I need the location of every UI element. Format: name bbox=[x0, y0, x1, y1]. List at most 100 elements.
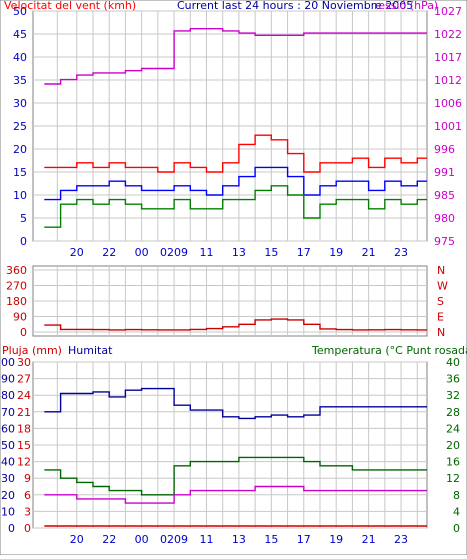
p3-temp-tick-7: 28 bbox=[446, 406, 460, 419]
p3-rain-tick-1: 3 bbox=[24, 505, 31, 518]
p3-rain-tick-3: 9 bbox=[24, 472, 31, 485]
p1-x-tick-9: 21 bbox=[362, 246, 376, 259]
p1-x-tick-0: 20 bbox=[70, 246, 84, 259]
p3-humidity-tick-3: 30 bbox=[1, 472, 15, 485]
p1-x-tick-8: 19 bbox=[329, 246, 343, 259]
p3-ylabel-rain: Pluja (mm) bbox=[2, 344, 62, 357]
p1-x-tick-2: 00 bbox=[135, 246, 149, 259]
p3-x-tick-2: 00 bbox=[135, 533, 149, 546]
p2-y-right-tick-4: N bbox=[437, 326, 445, 339]
p1-ylabel-left: Velocitat del vent (kmh) bbox=[4, 0, 136, 12]
p2-y-tick-4: 360 bbox=[6, 264, 27, 277]
p3-x-tick-9: 21 bbox=[362, 533, 376, 546]
p3-humidity-tick-4: 40 bbox=[1, 456, 15, 469]
p3-rain-tick-2: 6 bbox=[24, 489, 31, 502]
p1-y-right-tick-7: 1012 bbox=[434, 74, 462, 87]
p3-temp-tick-1: 4 bbox=[453, 505, 460, 518]
p3-x-tick-4: 11 bbox=[199, 533, 213, 546]
p1-y-tick-9: 45 bbox=[13, 28, 27, 41]
p3-humidity-tick-10: 100 bbox=[0, 356, 15, 369]
p1-y-right-tick-8: 1017 bbox=[434, 51, 462, 64]
p3-ylabel-right: Temperatura (°C Punt rosada bbox=[311, 344, 467, 357]
p2-y-right-tick-1: W bbox=[437, 280, 448, 293]
p1-y-right-tick-4: 996 bbox=[434, 143, 455, 156]
p2-y-right-tick-3: E bbox=[437, 311, 444, 324]
p1-y-tick-0: 0 bbox=[20, 235, 27, 248]
p3-temp-tick-3: 12 bbox=[446, 472, 460, 485]
p3-humidity-tick-6: 60 bbox=[1, 422, 15, 435]
p1-y-tick-6: 30 bbox=[13, 97, 27, 110]
p3-humidity-tick-9: 90 bbox=[1, 373, 15, 386]
p3-temp-tick-2: 8 bbox=[453, 489, 460, 502]
p3-rain-tick-10: 30 bbox=[17, 356, 31, 369]
p1-y-right-tick-3: 991 bbox=[434, 166, 455, 179]
p1-y-tick-3: 15 bbox=[13, 166, 27, 179]
p1-y-tick-7: 35 bbox=[13, 74, 27, 87]
p1-y-right-tick-10: 1027 bbox=[434, 5, 462, 18]
p1-y-tick-5: 25 bbox=[13, 120, 27, 133]
p1-x-tick-4: 11 bbox=[199, 246, 213, 259]
wind-direction-line bbox=[44, 318, 427, 331]
p3-rain-tick-8: 24 bbox=[17, 389, 31, 402]
p2-y-right-tick-2: S bbox=[437, 295, 444, 308]
p3-temp-tick-9: 36 bbox=[446, 373, 460, 386]
p3-x-tick-10: 23 bbox=[394, 533, 408, 546]
p3-x-tick-1: 22 bbox=[102, 533, 116, 546]
pressure-line bbox=[44, 28, 427, 85]
p3-rain-tick-7: 21 bbox=[17, 406, 31, 419]
p3-temp-tick-8: 32 bbox=[446, 389, 460, 402]
p3-x-tick-5: 13 bbox=[232, 533, 246, 546]
p3-rain-tick-5: 15 bbox=[17, 439, 31, 452]
p3-temp-tick-4: 16 bbox=[446, 456, 460, 469]
p1-y-tick-4: 20 bbox=[13, 143, 27, 156]
p3-x-tick-7: 17 bbox=[297, 533, 311, 546]
wind-max-line bbox=[44, 134, 427, 173]
p1-x-tick-7: 17 bbox=[297, 246, 311, 259]
p1-y-tick-1: 5 bbox=[20, 212, 27, 225]
p1-x-tick-6: 15 bbox=[264, 246, 278, 259]
p1-y-tick-8: 40 bbox=[13, 51, 27, 64]
p1-x-tick-3: 0209 bbox=[160, 246, 188, 259]
p1-y-right-tick-5: 1001 bbox=[434, 120, 462, 133]
p3-humidity-tick-1: 10 bbox=[1, 505, 15, 518]
p3-humidity-tick-7: 70 bbox=[1, 406, 15, 419]
humidity-line bbox=[44, 387, 427, 420]
p1-y-tick-10: 50 bbox=[13, 5, 27, 18]
p2-y-tick-3: 270 bbox=[6, 280, 27, 293]
p1-y-right-tick-6: 1006 bbox=[434, 97, 462, 110]
p3-rain-tick-9: 27 bbox=[17, 373, 31, 386]
p3-x-tick-0: 20 bbox=[70, 533, 84, 546]
p1-x-tick-5: 13 bbox=[232, 246, 246, 259]
wind-pressure-panel: 0 5 10 15 20 25 30 35 40 45 50 975 980 985 991 996 1001 1… bbox=[4, 0, 462, 259]
p2-y-tick-0: 0 bbox=[20, 326, 27, 339]
p1-y-right-tick-2: 985 bbox=[434, 189, 455, 202]
p3-humidity-tick-0: 0 bbox=[8, 522, 15, 535]
p3-ylabel-humidity: Humitat bbox=[68, 344, 113, 357]
p2-y-tick-1: 90 bbox=[13, 311, 27, 324]
p3-x-tick-3: 0209 bbox=[160, 533, 188, 546]
p3-temp-tick-0: 0 bbox=[453, 522, 460, 535]
p3-x-tick-6: 15 bbox=[264, 533, 278, 546]
p1-x-tick-10: 23 bbox=[394, 246, 408, 259]
dewpoint-line bbox=[44, 485, 427, 504]
p3-temp-tick-6: 24 bbox=[446, 422, 460, 435]
p3-temp-tick-10: 40 bbox=[446, 356, 460, 369]
p1-y-right-tick-9: 1022 bbox=[434, 28, 462, 41]
p3-rain-tick-0: 0 bbox=[24, 522, 31, 535]
p3-rain-tick-6: 18 bbox=[17, 422, 31, 435]
p1-ylabel-right: ressió (hPa) bbox=[374, 0, 438, 12]
temperature-line bbox=[44, 456, 427, 496]
p3-humidity-tick-2: 20 bbox=[1, 489, 15, 502]
p1-y-right-tick-0: 975 bbox=[434, 235, 455, 248]
wind-avg-line bbox=[44, 166, 427, 201]
p3-humidity-tick-8: 80 bbox=[1, 389, 15, 402]
p1-y-right-tick-1: 980 bbox=[434, 212, 455, 225]
p2-y-right-tick-0: N bbox=[437, 264, 445, 277]
wind-min-line bbox=[44, 185, 427, 228]
p1-x-tick-1: 22 bbox=[102, 246, 116, 259]
p3-x-tick-8: 19 bbox=[329, 533, 343, 546]
p3-rain-tick-4: 12 bbox=[17, 456, 31, 469]
